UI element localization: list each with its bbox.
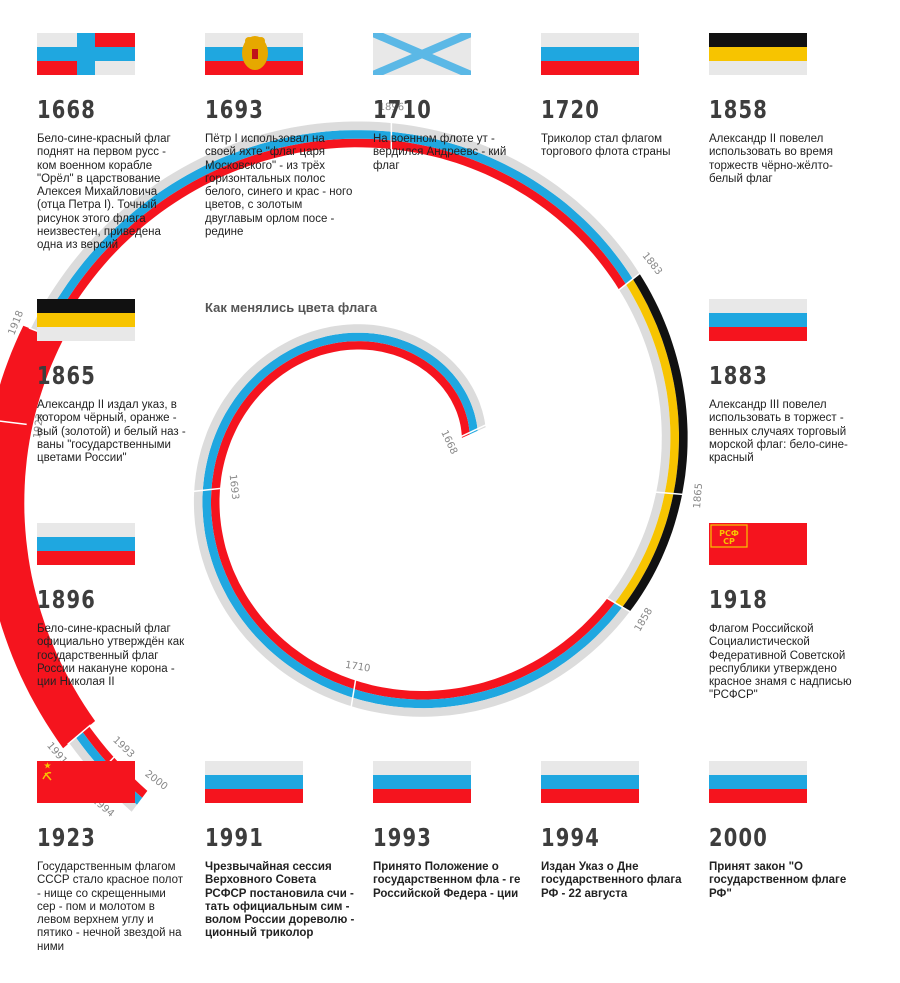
tricolor-flag-graphic: [709, 299, 807, 341]
spiral-year-label: 2000: [143, 769, 170, 793]
event-description: Александр II издал указ, в котором чёрны…: [37, 399, 186, 465]
spiral-year-label: 1858: [633, 606, 655, 634]
event-description: Бело-сине-красный флаг поднят на первом …: [37, 133, 171, 252]
event-description: Принят закон "О государственном флаге РФ…: [709, 861, 847, 900]
event-year: 1883: [709, 361, 768, 390]
tricolor-flag-graphic: [37, 523, 135, 565]
tricolor-flag-graphic: [709, 761, 807, 803]
spiral-year-label: 1896: [379, 102, 404, 113]
event-year: 1710: [373, 95, 432, 124]
spiral-tick: [130, 789, 150, 815]
flag-tricolor-icon: [541, 33, 639, 75]
event-year: 1865: [37, 361, 96, 390]
flag-andreevsky-icon: [373, 33, 471, 75]
svg-text:СР: СР: [723, 537, 735, 546]
svg-text:РСФ: РСФ: [719, 529, 739, 538]
event-year: 1858: [709, 95, 768, 124]
flag-tricolor-icon: [709, 761, 807, 803]
event-description: Пётр I использовал на своей яхте "флаг ц…: [205, 133, 353, 239]
ussr-flag-graphic: [37, 761, 135, 803]
event-year: 1693: [205, 95, 264, 124]
spiral-year-label: 1923: [32, 413, 46, 440]
imperial-flag-graphic: [709, 33, 807, 75]
tricolor-flag-graphic: [541, 761, 639, 803]
event-year: 1896: [37, 585, 96, 614]
event-description: Государственным флагом СССР стало красно…: [37, 861, 184, 953]
tricolor-flag-graphic: [541, 33, 639, 75]
event-year: 1668: [37, 95, 96, 124]
tricolor-flag-graphic: [373, 761, 471, 803]
event-description: Александр II повелел использовать во вре…: [709, 133, 833, 185]
event-description: На военном флоте ут - вердился Андреевс …: [373, 133, 507, 172]
spiral-band: [0, 325, 96, 749]
spiral-band: [38, 130, 633, 335]
spiral-tick: [67, 724, 92, 745]
spiral-year-label: 1883: [640, 251, 664, 278]
flag-orel-icon: [37, 33, 135, 75]
spiral-band: [614, 278, 679, 608]
flag-tricolor-icon: [37, 523, 135, 565]
spiral-year-label: 1865: [692, 483, 705, 509]
spiral-band: [622, 273, 688, 612]
event-year: 1720: [541, 95, 600, 124]
flag-tricolor-icon: [709, 299, 807, 341]
event-description: Бело-сине-красный флаг официально утверж…: [37, 623, 185, 689]
spiral-band: [607, 284, 671, 603]
spiral-tick: [459, 423, 488, 438]
flag-tricolor-icon: [541, 761, 639, 803]
event-description: Триколор стал флагом торгового флота стр…: [541, 133, 671, 159]
spiral-tick: [0, 420, 27, 426]
spiral-tick: [605, 596, 632, 614]
event-year: 1994: [541, 823, 600, 852]
flag-tricolor-icon: [205, 761, 303, 803]
spiral-tick: [350, 678, 357, 709]
orel-flag-graphic: [37, 33, 135, 75]
spiral-tick: [617, 271, 642, 292]
chart-title: Как менялись цвета флага: [205, 300, 378, 315]
spiral-band: [30, 121, 640, 332]
spiral-band: [46, 138, 626, 339]
flag-rsfsr-icon: РСФ СР: [709, 523, 807, 565]
spiral-year-label: 1693: [227, 474, 241, 500]
flag-imperial-icon: [37, 299, 135, 341]
event-year: 1918: [709, 585, 768, 614]
event-description: Принято Положение о государственном фла …: [373, 861, 521, 900]
rsfsr-flag-graphic: РСФ СР: [709, 523, 807, 565]
flag-ussr-icon: [37, 761, 135, 803]
event-year: 1923: [37, 823, 96, 852]
event-description: Чрезвычайная сессия Верховного Совета РС…: [205, 861, 355, 940]
event-year: 2000: [709, 823, 768, 852]
imperial-flag-graphic: [37, 299, 135, 341]
tsar-flag-graphic: [205, 33, 303, 75]
andreevsky-flag-graphic: [373, 33, 471, 75]
event-description: Александр III повелел использовать в тор…: [709, 399, 848, 465]
event-year: 1993: [373, 823, 432, 852]
spiral-year-label: 1668: [438, 429, 459, 457]
event-year: 1991: [205, 823, 264, 852]
tricolor-flag-graphic: [205, 761, 303, 803]
spiral-year-label: 1710: [344, 660, 371, 675]
flag-imperial-icon: [709, 33, 807, 75]
event-description: Издан Указ о Дне государственного флага …: [541, 861, 682, 900]
spiral-tick: [654, 491, 685, 496]
flag-tsar-icon: [205, 33, 303, 75]
spiral-tick: [192, 487, 223, 493]
flag-tricolor-icon: [373, 761, 471, 803]
event-description: Флагом Российской Социалистической Федер…: [709, 623, 852, 702]
